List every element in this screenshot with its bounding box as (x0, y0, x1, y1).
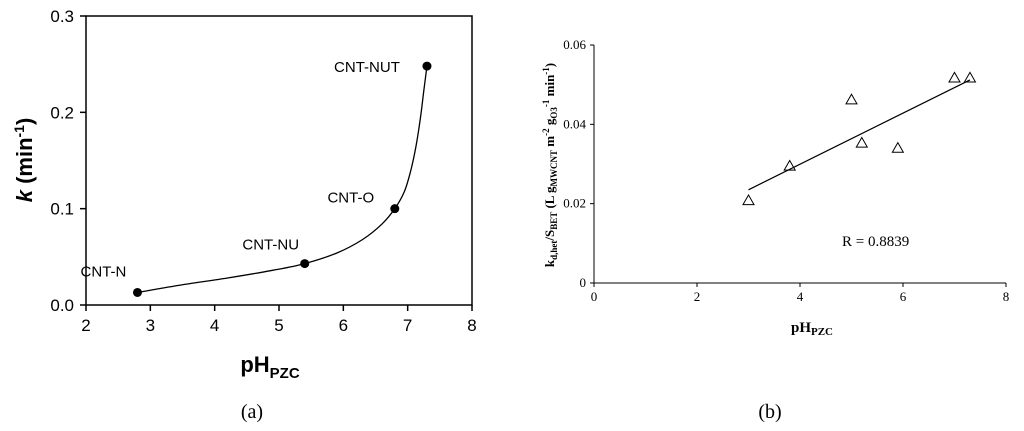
chart-b-data-point (963, 71, 977, 83)
chart-b-data-point (742, 193, 755, 206)
chart-a-x-tick-label: 7 (403, 316, 412, 335)
chart-a-point-label: CNT-N (81, 263, 127, 280)
chart-b-y-tick-label: 0.06 (563, 37, 586, 52)
chart-a-y-tick-label: 0.1 (50, 200, 74, 219)
chart-b: 0 2 4 6 8 0 0.02 0.04 0.06 R = 0.8839 pHPZC kd,h… (541, 37, 1010, 423)
chart-a-x-tick-label: 2 (81, 316, 90, 335)
chart-b-y-tick-label: 0 (580, 275, 587, 290)
chart-b-data-point (855, 136, 869, 148)
chart-b-data-point (783, 159, 797, 171)
chart-b-x-tick-label: 2 (694, 289, 701, 304)
chart-b-data-point (845, 93, 858, 105)
chart-b-x-axis-label: pHPZC (791, 320, 833, 338)
chart-a-x-tick-label: 3 (146, 316, 155, 335)
chart-a-y-tick-label: 0.3 (50, 7, 74, 26)
chart-b-x-tick-label: 4 (797, 289, 804, 304)
chart-a-data-point (390, 204, 400, 214)
chart-a-y-axis-label: k (min-1) (11, 118, 37, 203)
chart-a-x-tick-label: 4 (210, 316, 219, 335)
chart-b-y-axis-label: kd,het/SBET (L gMWCNT m-2 gO3-1 min-1) (541, 63, 559, 267)
chart-a-point-label: CNT-NUT (334, 59, 400, 76)
chart-b-x-tick-label: 0 (591, 289, 598, 304)
chart-a-x-tick-label: 5 (274, 316, 283, 335)
chart-b-annotation: R = 0.8839 (842, 234, 909, 250)
chart-a-data-point (300, 259, 310, 269)
chart-a-y-tick-label: 0.2 (50, 103, 74, 122)
chart-a-point-label: CNT-NU (242, 237, 299, 254)
chart-a-panel-label: (a) (241, 401, 263, 423)
chart-b-fit-line (748, 79, 971, 191)
chart-b-y-tick-label: 0.02 (563, 196, 586, 211)
chart-a-x-axis-label: pHPZC (240, 352, 299, 382)
chart-b-x-tick-label: 6 (900, 289, 907, 304)
chart-a-x-tick-label: 6 (339, 316, 348, 335)
chart-a-plot-frame (85, 15, 473, 306)
chart-a-fit-curve (137, 66, 428, 294)
chart-a-data-point (132, 287, 142, 297)
chart-a-point-label: CNT-O (327, 190, 374, 207)
chart-b-y-tick-label: 0.04 (563, 116, 586, 131)
chart-a-data-point (422, 61, 432, 71)
chart-a-y-tick-label: 0.0 (50, 296, 74, 315)
chart-b-x-tick-label: 8 (1003, 289, 1010, 304)
chart-b-panel-label: (b) (758, 401, 781, 423)
chart-a: 2 3 4 5 6 7 8 0.0 0.1 0.2 0.3 CNT-N CNT-NU CNT-O CNT-… (11, 7, 477, 423)
chart-a-x-tick-label: 8 (467, 316, 476, 335)
chart-b-data-point (948, 71, 961, 83)
chart-b-data-point (891, 141, 905, 153)
